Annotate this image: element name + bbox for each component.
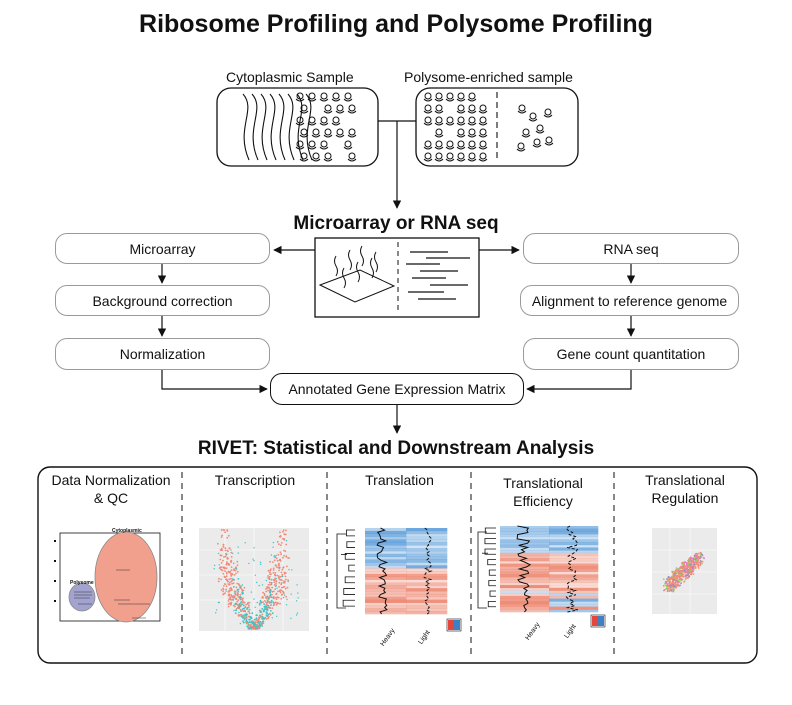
panel-title-translational-regulation: Translational Regulation: [645, 472, 725, 506]
panel-title-translation: Translation: [365, 472, 434, 488]
rivet-heading: RIVET: Statistical and Downstream Analys…: [197, 438, 595, 459]
arrow-count-to-matrix: [526, 370, 632, 394]
pca-cytoplasmic-label: Cytoplasmic: [112, 528, 142, 534]
microarray-rnaseq-heading: Microarray or RNA seq: [293, 213, 499, 234]
sample-merge-connector: [378, 120, 416, 209]
panel-title-normalization-qc: Data Normalization & QC: [51, 472, 171, 506]
polysome-sample-label: Polysome-enriched sample: [404, 69, 573, 85]
page-title: Ribosome Profiling and Polysome Profilin…: [139, 10, 653, 38]
background-correction-box: Background correction: [55, 285, 270, 316]
rnaseq-box: RNA seq: [523, 233, 739, 264]
annotated-matrix-box: Annotated Gene Expression Matrix: [270, 373, 524, 405]
pca-polysome-label: Polysome: [70, 580, 94, 586]
cytoplasmic-sample-label: Cytoplasmic Sample: [226, 69, 354, 85]
normalization-box: Normalization: [55, 338, 270, 370]
panel-title-translational-efficiency: Translational Efficiency: [503, 475, 583, 509]
arrow-normalization-to-matrix: [161, 370, 268, 394]
gene-count-box: Gene count quantitation: [523, 338, 739, 370]
microarray-box: Microarray: [55, 233, 270, 264]
alignment-box: Alignment to reference genome: [520, 285, 739, 316]
panel-title-transcription: Transcription: [214, 472, 296, 488]
